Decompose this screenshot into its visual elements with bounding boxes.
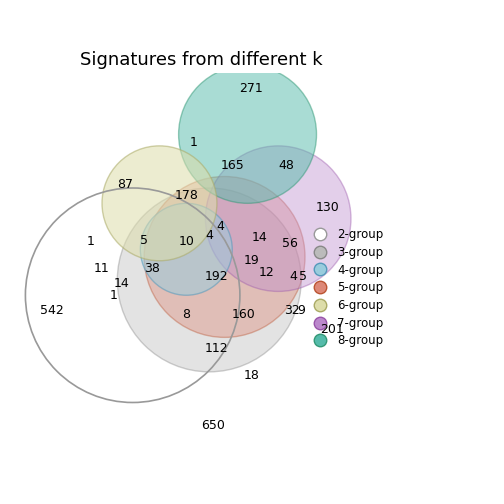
Text: 650: 650 [201, 419, 225, 432]
Text: 1: 1 [87, 235, 94, 248]
Text: 4: 4 [217, 220, 225, 233]
Text: 5: 5 [140, 233, 148, 246]
Text: 5: 5 [299, 270, 307, 283]
Text: 14: 14 [251, 231, 267, 244]
Text: 32: 32 [284, 304, 300, 317]
Circle shape [206, 146, 351, 291]
Text: 112: 112 [205, 342, 229, 355]
Text: 1: 1 [109, 289, 117, 302]
Text: 48: 48 [278, 159, 294, 171]
Circle shape [102, 146, 217, 261]
Text: 4: 4 [205, 229, 213, 242]
Text: 9: 9 [297, 304, 305, 317]
Text: 12: 12 [259, 266, 275, 279]
Text: 87: 87 [117, 178, 133, 191]
Text: 14: 14 [113, 277, 129, 290]
Text: 38: 38 [144, 262, 160, 275]
Text: 4: 4 [290, 270, 297, 283]
Text: 19: 19 [243, 255, 259, 267]
Text: 10: 10 [178, 235, 194, 248]
Text: 165: 165 [220, 159, 244, 171]
Circle shape [140, 203, 232, 295]
Text: 542: 542 [40, 304, 64, 317]
Text: 130: 130 [316, 201, 340, 214]
Text: 1: 1 [190, 136, 198, 149]
Legend: 2-group, 3-group, 4-group, 5-group, 6-group, 7-group, 8-group: 2-group, 3-group, 4-group, 5-group, 6-gr… [304, 225, 387, 351]
Text: 11: 11 [94, 262, 110, 275]
Text: 178: 178 [174, 189, 198, 202]
Circle shape [144, 176, 305, 337]
Text: 56: 56 [282, 237, 298, 249]
Text: 271: 271 [239, 82, 263, 95]
Circle shape [178, 66, 317, 203]
Text: 8: 8 [182, 308, 191, 321]
Title: Signatures from different k: Signatures from different k [80, 51, 323, 69]
Text: 192: 192 [205, 270, 229, 283]
Circle shape [117, 188, 301, 372]
Text: 201: 201 [320, 323, 344, 336]
Text: 18: 18 [243, 369, 260, 382]
Text: 160: 160 [232, 308, 256, 321]
